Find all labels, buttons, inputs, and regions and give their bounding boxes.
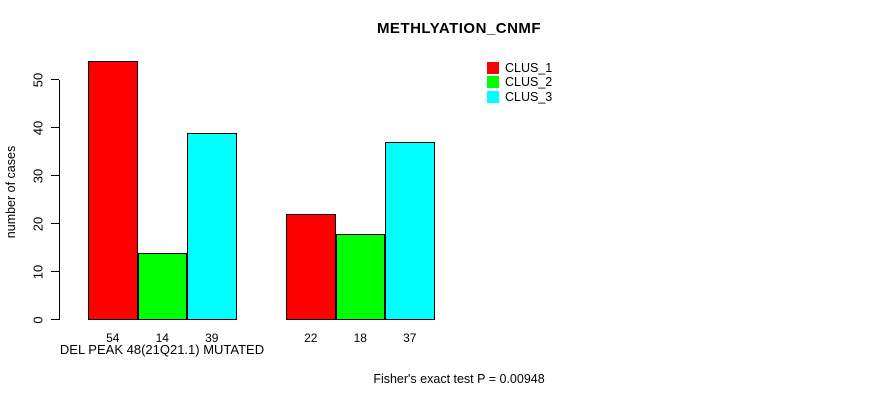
y-axis-tick (51, 271, 59, 272)
y-tick-label: 10 (30, 264, 46, 280)
legend-label-clus_2: CLUS_2 (505, 75, 553, 90)
bar-clus_1-group-1 (88, 60, 138, 320)
legend-label-clus_3: CLUS_3 (505, 89, 553, 104)
bar-value-label: 14 (155, 331, 169, 345)
bar-clus_2-group-1 (137, 252, 187, 320)
y-axis-tick (51, 175, 59, 176)
y-axis-label: number of cases (4, 145, 18, 239)
y-axis-tick (51, 79, 59, 80)
bar-clus_3-group-2 (385, 142, 435, 320)
y-tick-label: 50 (30, 72, 46, 88)
legend-swatch-clus_1 (487, 62, 499, 74)
y-axis-tick (51, 319, 59, 320)
legend-label-clus_1: CLUS_1 (505, 61, 553, 75)
legend-swatch-clus_3 (487, 90, 499, 103)
y-axis-tick (51, 127, 59, 128)
bar-value-label: 37 (403, 331, 417, 345)
x-axis-group-label: DEL PEAK 48(21Q21.1) MUTATED (59, 342, 265, 357)
y-axis-line (59, 80, 60, 320)
y-tick-label: 20 (30, 216, 46, 232)
bar-clus_3-group-1 (187, 132, 237, 320)
fisher-test-annotation: Fisher's exact test P = 0.00948 (373, 372, 545, 386)
bar-value-label: 18 (353, 331, 367, 345)
y-tick-label: 40 (30, 120, 46, 136)
y-axis-tick (51, 223, 59, 224)
bar-clus_1-group-2 (286, 214, 336, 320)
legend-swatch-clus_2 (487, 76, 499, 89)
y-tick-label: 30 (30, 168, 46, 184)
chart-title: METHLYATION_CNMF (376, 20, 542, 37)
y-tick-label: 0 (30, 316, 46, 324)
bar-value-label: 39 (205, 331, 219, 345)
bar-clus_2-group-2 (335, 233, 385, 320)
bar-value-label: 22 (304, 331, 318, 345)
bar-value-label: 54 (106, 331, 120, 345)
